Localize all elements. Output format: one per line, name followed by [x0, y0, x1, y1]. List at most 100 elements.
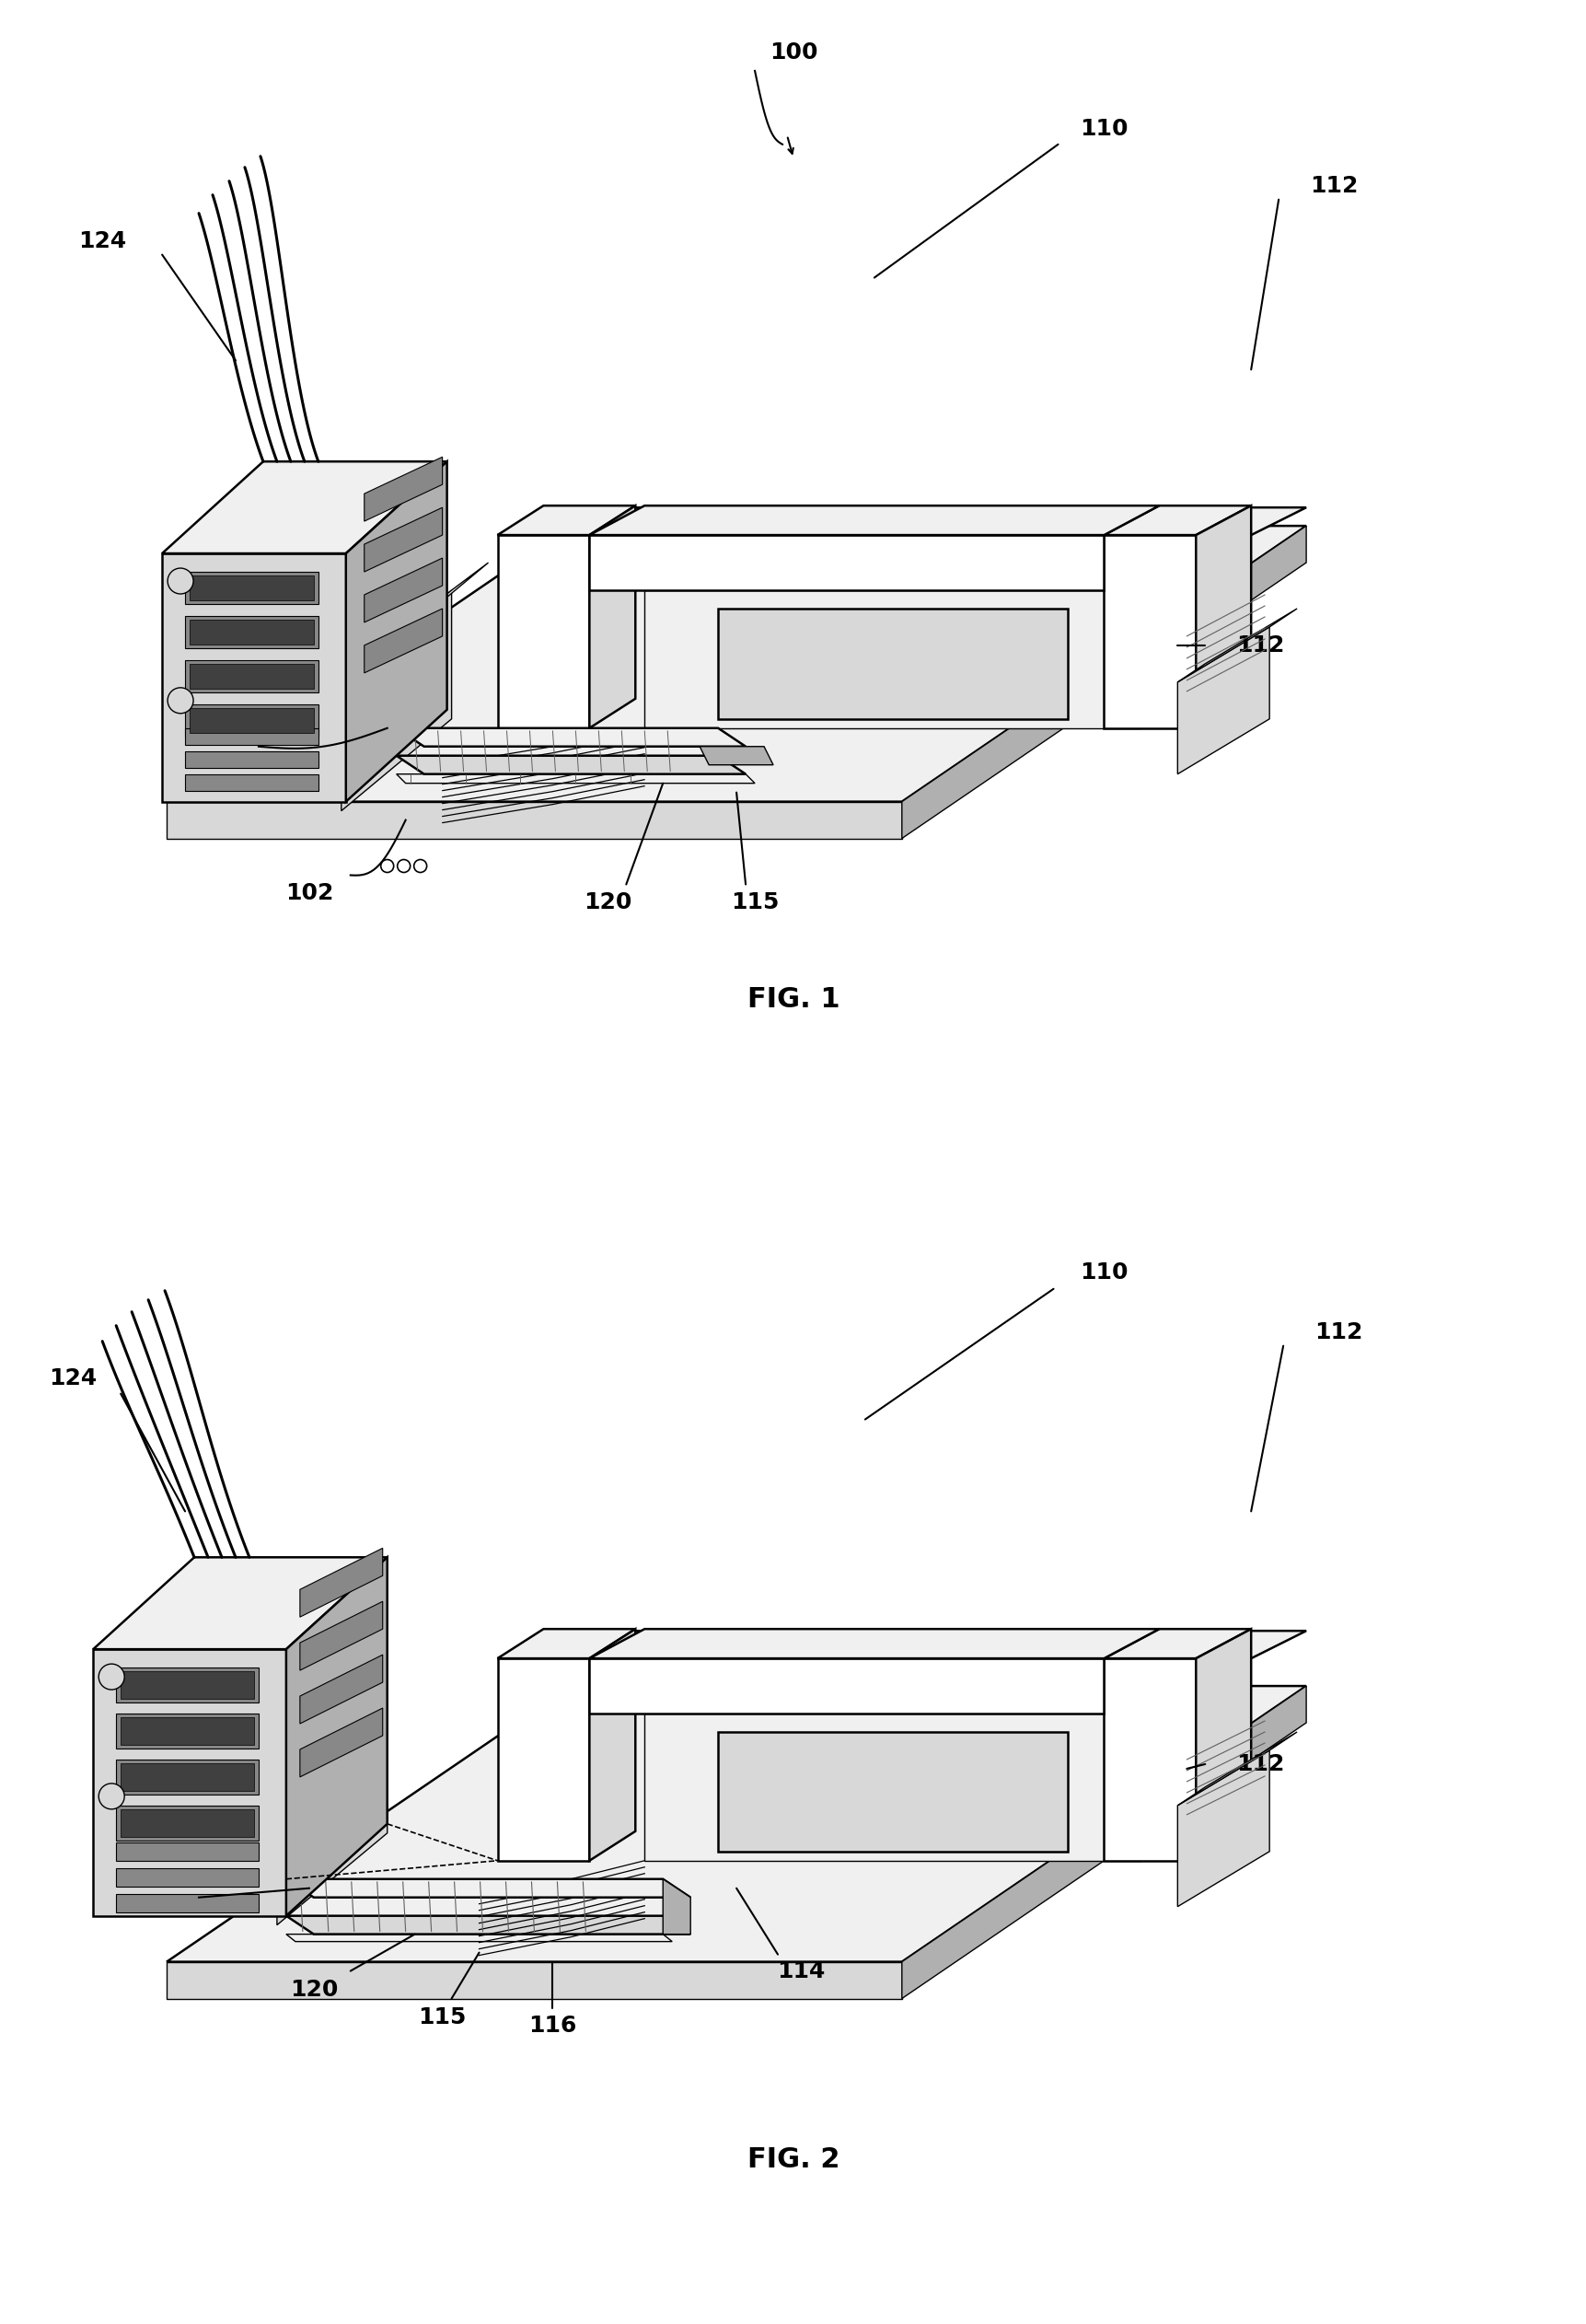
- Polygon shape: [346, 462, 447, 802]
- Polygon shape: [365, 609, 442, 674]
- Text: 116: 116: [528, 2015, 576, 2038]
- Polygon shape: [300, 1548, 382, 1618]
- Polygon shape: [699, 746, 772, 765]
- Circle shape: [168, 567, 193, 595]
- Polygon shape: [94, 1557, 387, 1650]
- Text: 112: 112: [1235, 1752, 1283, 1776]
- Polygon shape: [1104, 507, 1250, 535]
- Text: 124: 124: [78, 230, 127, 251]
- Text: 110: 110: [1080, 1262, 1128, 1283]
- Polygon shape: [1196, 507, 1250, 727]
- Polygon shape: [186, 727, 319, 744]
- Polygon shape: [190, 621, 314, 644]
- Polygon shape: [1196, 1629, 1250, 1862]
- Text: FIG. 1: FIG. 1: [747, 985, 839, 1013]
- Polygon shape: [588, 1659, 1104, 1713]
- Polygon shape: [278, 1694, 387, 1924]
- Polygon shape: [190, 576, 314, 600]
- Polygon shape: [498, 507, 1305, 535]
- Circle shape: [98, 1664, 124, 1690]
- Polygon shape: [901, 525, 1305, 839]
- Polygon shape: [116, 1669, 259, 1703]
- Circle shape: [98, 1783, 124, 1808]
- Polygon shape: [1177, 1750, 1269, 1906]
- Polygon shape: [116, 1894, 259, 1913]
- Polygon shape: [588, 1629, 1158, 1659]
- Polygon shape: [588, 507, 634, 727]
- Polygon shape: [1104, 1629, 1250, 1659]
- Text: 115: 115: [419, 2006, 466, 2029]
- Polygon shape: [341, 590, 452, 811]
- Polygon shape: [186, 616, 319, 648]
- Text: 112: 112: [1313, 1320, 1362, 1343]
- Polygon shape: [186, 572, 319, 604]
- Text: 120: 120: [584, 892, 631, 913]
- Polygon shape: [644, 1713, 1140, 1862]
- Polygon shape: [588, 535, 1104, 590]
- Polygon shape: [285, 1934, 672, 1941]
- Polygon shape: [498, 535, 588, 727]
- Polygon shape: [341, 562, 488, 683]
- Text: 112: 112: [1235, 634, 1283, 655]
- Polygon shape: [116, 1806, 259, 1841]
- Polygon shape: [588, 507, 1158, 535]
- Polygon shape: [186, 751, 319, 767]
- Text: 115: 115: [730, 892, 779, 913]
- Polygon shape: [190, 665, 314, 688]
- Polygon shape: [162, 462, 447, 553]
- Polygon shape: [365, 558, 442, 623]
- Polygon shape: [1104, 535, 1196, 727]
- Polygon shape: [718, 1731, 1067, 1852]
- Polygon shape: [116, 1868, 259, 1887]
- Polygon shape: [116, 1713, 259, 1748]
- Polygon shape: [498, 1629, 634, 1659]
- Polygon shape: [365, 507, 442, 572]
- Polygon shape: [186, 774, 319, 790]
- Polygon shape: [498, 507, 634, 535]
- Polygon shape: [285, 1915, 690, 1934]
- Polygon shape: [162, 553, 346, 802]
- Text: 110: 110: [1080, 119, 1128, 139]
- Polygon shape: [167, 1685, 1305, 1961]
- Polygon shape: [1177, 609, 1296, 683]
- Text: 100: 100: [769, 42, 817, 63]
- Text: 102: 102: [285, 883, 333, 904]
- Polygon shape: [190, 709, 314, 732]
- Polygon shape: [285, 1557, 387, 1915]
- Polygon shape: [1177, 627, 1269, 774]
- Polygon shape: [498, 1659, 588, 1862]
- Polygon shape: [644, 590, 1140, 727]
- Polygon shape: [1104, 1659, 1196, 1862]
- Text: 124: 124: [49, 1367, 97, 1390]
- Polygon shape: [396, 727, 745, 746]
- Polygon shape: [285, 1880, 690, 1896]
- Polygon shape: [121, 1808, 254, 1836]
- Polygon shape: [116, 1843, 259, 1862]
- Polygon shape: [498, 1631, 1305, 1659]
- Text: 112: 112: [1308, 174, 1358, 198]
- Polygon shape: [167, 525, 1305, 802]
- Polygon shape: [396, 774, 755, 783]
- Polygon shape: [365, 458, 442, 521]
- Polygon shape: [300, 1655, 382, 1724]
- Polygon shape: [588, 1629, 634, 1862]
- Polygon shape: [121, 1764, 254, 1792]
- Polygon shape: [94, 1650, 285, 1915]
- Text: 122: 122: [174, 744, 222, 767]
- Polygon shape: [718, 609, 1067, 718]
- Text: FIG. 2: FIG. 2: [747, 2145, 839, 2173]
- Text: 114: 114: [776, 1959, 825, 1982]
- Polygon shape: [186, 704, 319, 737]
- Text: 122: 122: [116, 1896, 163, 1917]
- Polygon shape: [300, 1708, 382, 1778]
- Polygon shape: [901, 1685, 1305, 1999]
- Polygon shape: [1177, 1731, 1296, 1806]
- Polygon shape: [300, 1601, 382, 1671]
- Polygon shape: [167, 802, 901, 839]
- Text: 120: 120: [290, 1978, 338, 2001]
- Polygon shape: [186, 660, 319, 693]
- Polygon shape: [116, 1759, 259, 1794]
- Polygon shape: [167, 1961, 901, 1999]
- Polygon shape: [121, 1717, 254, 1745]
- Polygon shape: [121, 1671, 254, 1699]
